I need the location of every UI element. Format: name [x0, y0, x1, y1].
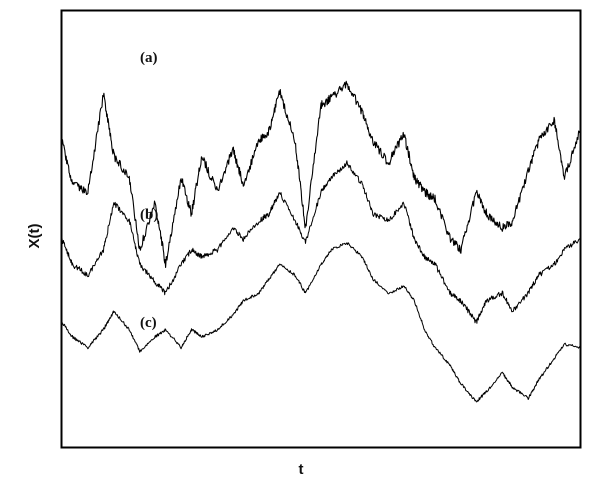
series-line-c: [61, 242, 581, 403]
series-line-a: [61, 80, 581, 269]
x-axis-label: t: [299, 461, 304, 478]
series-label-c: (c): [140, 315, 157, 331]
series-line-b: [61, 160, 581, 324]
traces-group: [61, 80, 581, 403]
y-axis-label: X(t): [26, 224, 43, 249]
series-label-b: (b): [140, 207, 158, 223]
series-label-a: (a): [140, 50, 158, 66]
plot-frame: [60, 9, 582, 449]
